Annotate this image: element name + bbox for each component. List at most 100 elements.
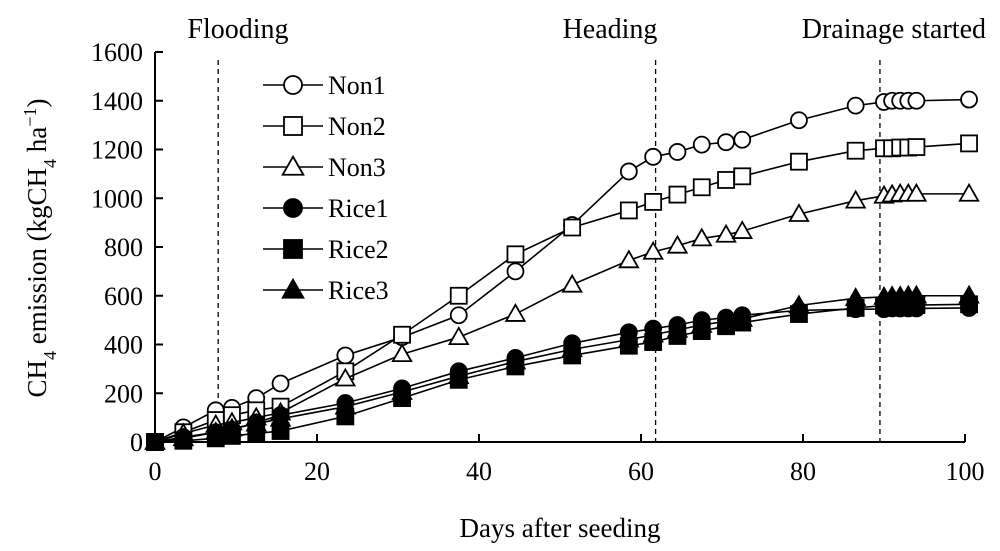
data-point-triangle [504,350,527,370]
data-point-triangle [731,307,754,327]
stage-marker-label: Heading [563,14,658,45]
data-point-circle [907,91,926,110]
data-point-triangle [391,343,413,363]
data-point-square [907,138,926,156]
data-point-circle [960,90,978,109]
legend-label: Rice2 [328,235,389,264]
data-point-triangle [245,412,268,432]
data-point-triangle [731,220,754,239]
stage-markers: Flooding Heading Drainage started [187,14,986,442]
y-tick-label: 0 [130,428,143,457]
x-tick-label: 80 [790,457,816,486]
data-point-circle [644,147,663,166]
y-title-sup: −1 [20,108,40,127]
y-title-part: ha [22,127,52,159]
x-tick-label: 20 [304,457,330,486]
data-point-triangle [642,240,664,260]
y-tick-label: 800 [104,233,143,262]
data-point-triangle [666,318,689,338]
data-point-square [283,239,303,259]
x-tick-label: 60 [628,457,654,486]
data-point-square [790,152,808,171]
data-point-triangle [334,367,357,387]
data-point-circle [336,346,355,365]
legend-item-rice2: Rice2 [263,235,389,264]
data-point-square [563,218,582,237]
data-point-circle [692,135,711,154]
data-point-circle [271,374,290,393]
y-tick-label: 1600 [91,38,143,67]
legend-label: Non1 [328,71,386,100]
legend-item-non3: Non3 [263,153,386,182]
data-point-circle [733,130,752,149]
data-point-circle [283,75,303,95]
series-rice3 [144,284,980,450]
data-point-triangle [281,154,305,176]
legend-item-rice1: Rice1 [263,194,389,223]
data-point-triangle [561,273,583,293]
data-point-square [668,185,687,204]
legend-label: Rice1 [328,194,389,223]
legend-item-non2: Non2 [263,112,386,141]
data-point-triangle [958,182,980,202]
series-layer [144,90,980,451]
legend-item-non1: Non1 [263,71,386,100]
y-tick-label: 1200 [91,136,143,165]
y-title-part: emission (kgCH [22,168,52,351]
data-point-circle [846,96,865,115]
legend-label: Non2 [328,112,386,141]
data-point-square [506,245,525,264]
data-point-square [960,134,978,153]
data-point-triangle [958,284,980,304]
data-point-square [846,141,865,160]
data-point-triangle [788,294,810,314]
data-point-triangle [666,234,689,254]
data-point-square [717,171,735,189]
data-point-circle [668,143,687,161]
data-point-triangle [561,338,583,358]
data-point-triangle [204,421,227,441]
y-title-sub: 4 [40,351,60,360]
y-title-part: ) [22,99,52,108]
data-point-triangle [447,365,470,384]
series-line [154,142,970,443]
y-tick-label: 600 [104,282,143,311]
series-rice2 [146,295,978,451]
data-point-triangle [618,249,640,269]
data-point-square [283,116,303,136]
data-point-circle [717,133,735,152]
legend-label: Non3 [328,153,386,182]
legend: Non1 Non2 Non3 Rice1 Rice2 Rice3 [263,71,389,305]
data-point-triangle [844,287,867,306]
data-point-circle [283,198,303,218]
data-point-circle [619,162,638,181]
data-point-square [733,167,752,186]
legend-item-rice3: Rice3 [263,276,389,305]
data-point-triangle [504,303,527,322]
y-tick-label: 200 [104,379,143,408]
y-axis-title: CH4 emission (kgCH4 ha−1) [20,99,60,398]
data-point-triangle [618,328,640,348]
data-point-triangle [221,417,243,437]
y-title-part: CH [22,360,52,398]
data-point-square [692,178,711,197]
data-point-triangle [715,223,737,243]
data-point-triangle [447,326,470,345]
data-point-triangle [269,407,292,427]
series-rice1 [146,299,978,451]
data-point-triangle [281,277,305,299]
data-point-triangle [905,284,928,304]
data-point-circle [790,111,808,130]
y-tick-label: 1000 [91,184,143,213]
y-tick-label: 1400 [91,87,143,116]
data-point-triangle [715,310,737,330]
data-point-square [393,325,411,344]
data-point-circle [506,262,525,281]
data-point-square [644,193,663,211]
data-point-circle [449,306,468,325]
data-point-square [619,201,638,220]
data-point-triangle [905,182,928,202]
data-point-triangle [334,395,357,415]
x-tick-label: 40 [466,457,492,486]
stage-marker-label: Flooding [187,14,288,45]
